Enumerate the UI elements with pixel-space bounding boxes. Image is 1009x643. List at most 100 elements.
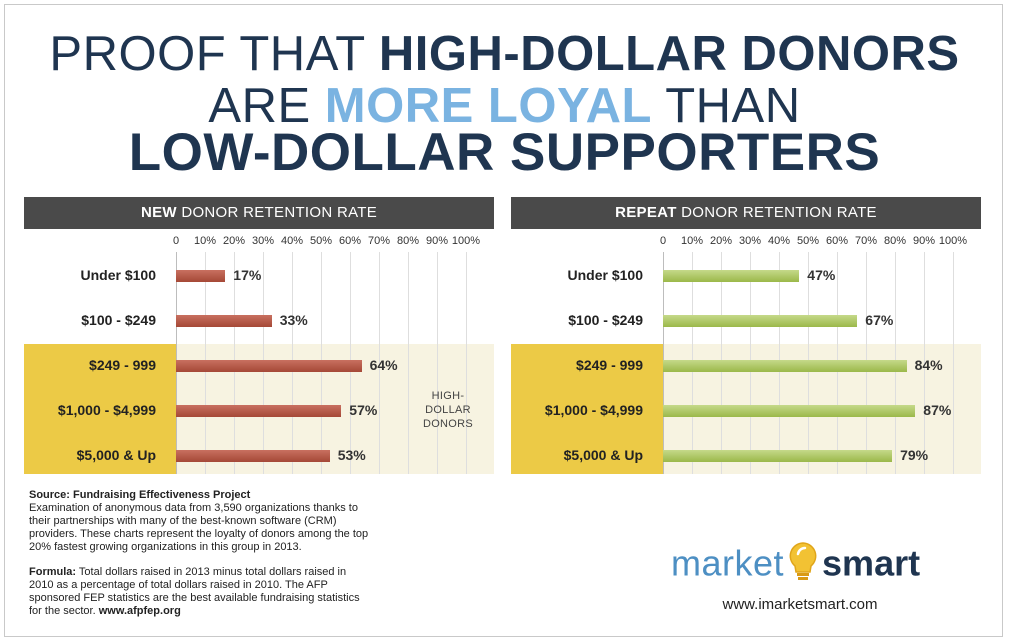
bar-value-label: 67% bbox=[865, 312, 894, 328]
formula-link[interactable]: www.afpfep.org bbox=[98, 605, 181, 617]
high-dollar-label-line: DOLLAR bbox=[425, 404, 471, 416]
repeat-donor-chart: REPEAT DONOR RETENTION RATE 0 10% 20% 30% 40… bbox=[511, 197, 981, 475]
bar bbox=[663, 270, 800, 282]
bar bbox=[176, 270, 226, 282]
source-line: Examination of anonymous data from 3,590… bbox=[29, 502, 358, 514]
high-dollar-donors-label: HIGH- DOLLAR DONORS bbox=[408, 389, 488, 431]
formula-line: Formula: Total dollars raised in 2013 mi… bbox=[29, 566, 399, 579]
x-tick-label: 90% bbox=[425, 235, 449, 247]
x-tick-label: 30% bbox=[738, 235, 762, 247]
x-tick-label: 90% bbox=[912, 235, 936, 247]
chart-header-bold: REPEAT bbox=[615, 204, 677, 221]
title-light-text: PROOF THAT bbox=[49, 27, 365, 81]
bar bbox=[176, 450, 330, 462]
title-line-3: LOW-DOLLAR SUPPORTERS bbox=[0, 121, 1009, 185]
category-label: $249 - 999 bbox=[576, 357, 643, 373]
x-tick-label: 30% bbox=[251, 235, 275, 247]
bar-value-label: 79% bbox=[900, 447, 929, 463]
source-line: 20% fastest growing organizations in thi… bbox=[29, 541, 302, 553]
formula-line: sponsored FEP statistics are the best av… bbox=[29, 592, 360, 604]
grid-line bbox=[408, 252, 409, 474]
x-tick-label: 10% bbox=[680, 235, 704, 247]
bar bbox=[176, 360, 362, 372]
title-line-2: ARE MORE LOYAL THAN bbox=[0, 76, 1009, 136]
x-tick-label: 80% bbox=[396, 235, 420, 247]
category-label: $100 - $249 bbox=[568, 312, 643, 328]
title-bold-text: LOW-DOLLAR SUPPORTERS bbox=[128, 123, 881, 182]
logo-text-market: market bbox=[671, 542, 785, 584]
bar bbox=[176, 405, 342, 417]
formula-line: 2010 as a percentage of total dollars ra… bbox=[29, 579, 328, 591]
x-tick-label: 70% bbox=[367, 235, 391, 247]
formula-text: Total dollars raised in 2013 minus total… bbox=[76, 566, 347, 578]
source-line: their partnerships with many of the best… bbox=[29, 515, 337, 527]
grid-line bbox=[466, 252, 467, 474]
high-dollar-label-line: HIGH- bbox=[431, 390, 465, 402]
bar bbox=[663, 360, 907, 372]
source-line: providers. These charts represent the lo… bbox=[29, 528, 369, 540]
x-tick-label: 0 bbox=[172, 235, 180, 247]
title-bold-text: HIGH-DOLLAR DONORS bbox=[378, 27, 960, 81]
category-label: $1,000 - $4,999 bbox=[57, 402, 156, 418]
category-label: $100 - $249 bbox=[81, 312, 156, 328]
source-notes: Source: Fundraising Effectiveness Projec… bbox=[29, 489, 399, 618]
source-title: Source: Fundraising Effectiveness Projec… bbox=[29, 489, 251, 501]
bar-value-label: 64% bbox=[369, 357, 398, 373]
x-tick-label: 40% bbox=[767, 235, 791, 247]
category-label: $5,000 & Up bbox=[563, 447, 643, 463]
high-dollar-category-band bbox=[511, 344, 663, 474]
title-light-text: ARE bbox=[208, 79, 311, 133]
x-tick-label: 100% bbox=[451, 235, 481, 247]
bar-value-label: 84% bbox=[914, 357, 943, 373]
bar-value-label: 53% bbox=[337, 447, 366, 463]
bar bbox=[663, 405, 916, 417]
x-tick-label: 60% bbox=[825, 235, 849, 247]
bar-value-label: 47% bbox=[807, 267, 836, 283]
bar-value-label: 57% bbox=[349, 402, 378, 418]
category-label: $249 - 999 bbox=[89, 357, 156, 373]
formula-label: Formula: bbox=[29, 566, 77, 578]
formula-text: for the sector. bbox=[29, 605, 99, 617]
title-accent-text: MORE LOYAL bbox=[324, 79, 652, 133]
logo-text-smart: smart bbox=[822, 542, 921, 584]
category-label: Under $100 bbox=[80, 267, 156, 283]
x-tick-label: 60% bbox=[338, 235, 362, 247]
category-label: Under $100 bbox=[567, 267, 643, 283]
category-label: $1,000 - $4,999 bbox=[544, 402, 643, 418]
grid-line bbox=[953, 252, 954, 474]
title-light-text: THAN bbox=[665, 79, 801, 133]
x-tick-label: 50% bbox=[309, 235, 333, 247]
marketsmart-logo: market smart bbox=[671, 541, 920, 591]
bar bbox=[663, 450, 893, 462]
bar bbox=[176, 315, 272, 327]
page-frame bbox=[4, 4, 1003, 637]
bar-value-label: 17% bbox=[233, 267, 262, 283]
title-line-1: PROOF THAT HIGH-DOLLAR DONORS bbox=[0, 24, 1009, 84]
formula-line: for the sector. www.afpfep.org bbox=[29, 605, 399, 618]
bar bbox=[663, 315, 858, 327]
category-label: $5,000 & Up bbox=[76, 447, 156, 463]
high-dollar-label-line: DONORS bbox=[422, 418, 474, 430]
grid-line bbox=[437, 252, 438, 474]
new-donor-chart: NEW DONOR RETENTION RATE 0 10% 20% 30% 40% 50… bbox=[24, 197, 494, 475]
chart-header-bold: NEW bbox=[140, 204, 177, 221]
chart-header: NEW DONOR RETENTION RATE bbox=[24, 197, 494, 229]
lightbulb-icon bbox=[786, 541, 820, 591]
chart-header: REPEAT DONOR RETENTION RATE bbox=[511, 197, 981, 229]
x-tick-label: 10% bbox=[193, 235, 217, 247]
x-tick-label: 20% bbox=[709, 235, 733, 247]
chart-header-text: DONOR RETENTION RATE bbox=[681, 204, 877, 221]
x-tick-label: 50% bbox=[796, 235, 820, 247]
chart-header-text: DONOR RETENTION RATE bbox=[181, 204, 378, 221]
x-tick-label: 70% bbox=[854, 235, 878, 247]
grid-line bbox=[924, 252, 925, 474]
x-tick-label: 100% bbox=[938, 235, 968, 247]
bar-value-label: 87% bbox=[923, 402, 952, 418]
bar-value-label: 33% bbox=[279, 312, 308, 328]
x-tick-label: 80% bbox=[883, 235, 907, 247]
high-dollar-category-band bbox=[24, 344, 176, 474]
x-tick-label: 40% bbox=[280, 235, 304, 247]
x-tick-label: 20% bbox=[222, 235, 246, 247]
website-url[interactable]: www.imarketsmart.com bbox=[722, 596, 878, 613]
grid-line bbox=[379, 252, 380, 474]
